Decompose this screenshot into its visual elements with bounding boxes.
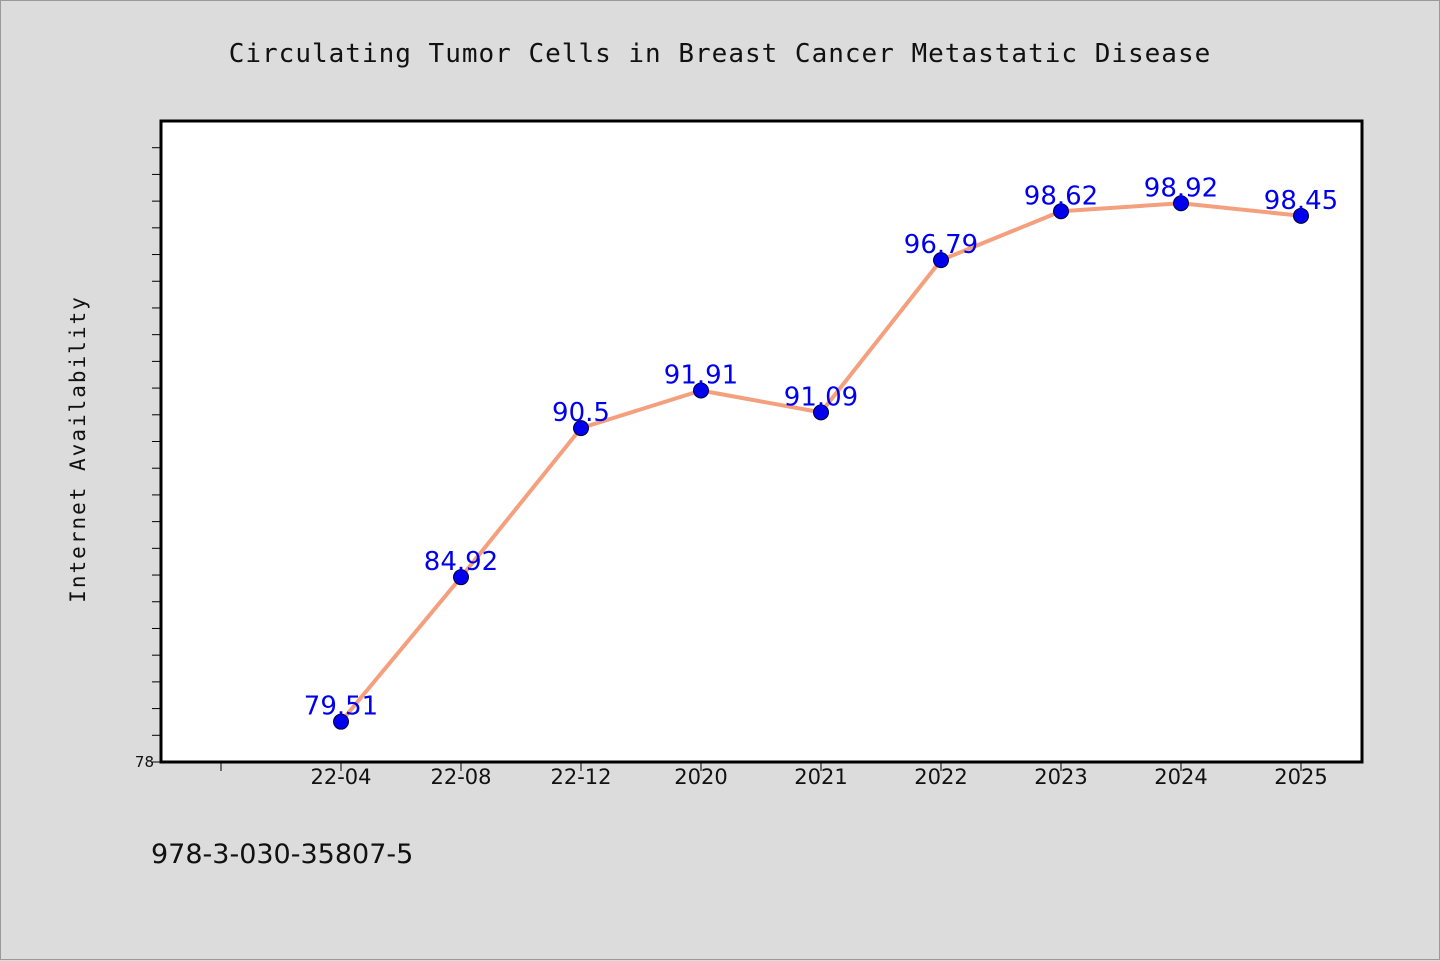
data-label: 91.09 [784, 382, 858, 412]
data-label: 98.62 [1024, 181, 1098, 211]
y-axis-ticks: 78 [135, 147, 161, 771]
footnote: 978-3-030-35807-5 [151, 839, 413, 870]
data-point [573, 420, 589, 437]
x-tick-label: 2020 [674, 765, 727, 789]
data-point [813, 404, 829, 421]
data-label: 90.5 [552, 398, 610, 428]
x-axis-ticks: 22-04 22-08 22-12 2020 2021 2022 2023 2024 2025 [220, 762, 1328, 789]
x-tick-label: 22-12 [550, 765, 611, 789]
x-tick-label: 2024 [1154, 765, 1207, 789]
y-tick-label: 78 [135, 753, 154, 771]
data-point [1053, 203, 1069, 220]
data-label-layer: 79.51 84.92 90.5 91.91 91.09 96.79 98.62 98.92 9… [304, 173, 1338, 721]
chart-title: Circulating Tumor Cells in Breast Cancer… [229, 39, 1212, 69]
plot-area [159, 119, 1364, 764]
x-tick-label: 2021 [794, 765, 847, 789]
data-point [693, 382, 709, 399]
x-tick-label: 2025 [1274, 765, 1327, 789]
data-label: 98.45 [1264, 186, 1338, 216]
data-point [933, 252, 949, 269]
data-label: 96.79 [904, 230, 978, 260]
data-point [1293, 207, 1309, 224]
series-layer [333, 195, 1309, 730]
data-label: 91.91 [664, 360, 738, 390]
data-point [333, 713, 349, 730]
data-label: 84.92 [424, 547, 498, 577]
data-label: 79.51 [304, 692, 378, 722]
data-point [453, 569, 469, 586]
data-label: 98.92 [1144, 173, 1218, 203]
x-tick-label: 22-04 [310, 765, 371, 789]
x-tick-label: 2023 [1034, 765, 1087, 789]
x-tick-label: 2022 [914, 765, 967, 789]
x-tick-label: 22-08 [430, 765, 491, 789]
y-axis-label: Internet Availability [66, 295, 90, 603]
data-point [1173, 195, 1189, 212]
